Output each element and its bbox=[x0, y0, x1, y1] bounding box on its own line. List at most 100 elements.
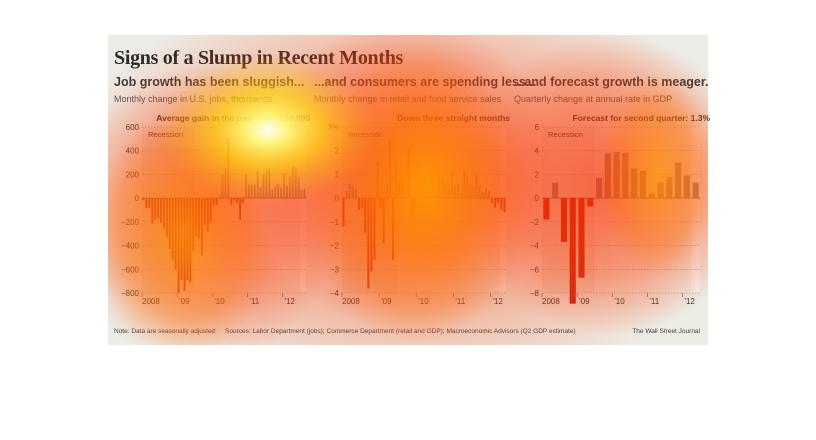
y-tick-label: −4 bbox=[330, 289, 340, 298]
bar bbox=[457, 183, 459, 199]
bar bbox=[587, 198, 594, 207]
bar bbox=[303, 188, 306, 199]
y-tick-label: 0 bbox=[335, 194, 340, 203]
bar bbox=[447, 183, 450, 199]
bar bbox=[438, 176, 441, 199]
footnote-note: Note: Data are seasonally adjusted bbox=[114, 328, 216, 335]
y-tick-label: 0 bbox=[535, 194, 540, 203]
bar bbox=[215, 198, 218, 206]
x-tick-label: '12 bbox=[684, 297, 695, 306]
bar bbox=[622, 153, 629, 199]
bar bbox=[494, 198, 497, 208]
bar bbox=[404, 188, 407, 199]
bar bbox=[569, 198, 576, 304]
bar bbox=[416, 191, 419, 199]
recent-shade bbox=[300, 127, 306, 293]
bar bbox=[441, 179, 444, 199]
bar bbox=[435, 183, 438, 199]
bar bbox=[543, 198, 550, 220]
recession-label: Recession bbox=[348, 130, 383, 139]
bar bbox=[466, 176, 469, 199]
bar bbox=[348, 183, 351, 199]
bar bbox=[379, 198, 382, 208]
x-tick-label: '10 bbox=[418, 297, 429, 306]
panel-note: Forecast for second quarter: 1.3% bbox=[573, 113, 710, 123]
x-tick-label: '11 bbox=[649, 297, 659, 306]
jobs-panel: Job growth has been sluggish... Monthly … bbox=[114, 75, 310, 306]
y-tick-label: −800 bbox=[121, 289, 140, 298]
panel-note: Average gain in the past year: 150,000 bbox=[156, 113, 310, 123]
bar bbox=[183, 198, 186, 291]
x-tick-label: '10 bbox=[214, 297, 225, 306]
bar bbox=[503, 198, 506, 213]
bar bbox=[206, 198, 209, 232]
y-tick-label: 2 bbox=[535, 170, 540, 179]
bar bbox=[560, 198, 568, 243]
graphic: Signs of a Slump in Recent Months Job gr… bbox=[108, 35, 710, 345]
bar bbox=[413, 198, 416, 210]
x-tick-label: '11 bbox=[455, 297, 465, 306]
bar bbox=[180, 198, 183, 280]
bar bbox=[552, 182, 559, 199]
forecast-shade bbox=[691, 127, 700, 293]
main-title: Signs of a Slump in Recent Months bbox=[114, 47, 404, 69]
y-tick-label: −4 bbox=[530, 242, 540, 251]
bar bbox=[398, 181, 401, 199]
y-tick-label: −2 bbox=[530, 218, 540, 227]
bar bbox=[385, 183, 388, 199]
bar bbox=[683, 175, 690, 199]
bar bbox=[500, 198, 503, 210]
panel-title: Job growth has been sluggish... bbox=[114, 75, 305, 89]
bar bbox=[218, 195, 221, 199]
bar bbox=[373, 198, 376, 260]
retail-panel: ...and consumers are spending less... Mo… bbox=[314, 75, 536, 306]
credit: The Wall Street Journal bbox=[632, 328, 700, 335]
bar bbox=[230, 198, 233, 206]
bar bbox=[239, 198, 242, 220]
bar bbox=[171, 198, 174, 260]
bar bbox=[450, 172, 453, 199]
bar bbox=[288, 176, 291, 199]
bar bbox=[342, 198, 345, 227]
note-text: Average gain in the past year: 150,000 bbox=[156, 113, 310, 123]
bar bbox=[631, 168, 638, 199]
bar bbox=[361, 198, 364, 208]
bar bbox=[345, 191, 348, 199]
bar bbox=[351, 186, 354, 199]
bar bbox=[204, 198, 206, 226]
bar bbox=[367, 198, 370, 289]
y-tick-label: 2 bbox=[335, 147, 340, 156]
x-tick-label: '11 bbox=[249, 297, 259, 306]
bar bbox=[286, 185, 288, 199]
bar bbox=[163, 198, 165, 229]
bar bbox=[259, 187, 262, 199]
bar bbox=[463, 169, 466, 199]
note-value: 1.3% bbox=[690, 113, 710, 123]
bar bbox=[460, 191, 463, 199]
bar bbox=[221, 174, 224, 199]
note-text: Down three straight months bbox=[397, 113, 510, 123]
bar bbox=[481, 191, 484, 199]
bar bbox=[256, 170, 259, 199]
bar bbox=[300, 189, 303, 199]
y-tick-label: 600 bbox=[126, 123, 140, 132]
bar bbox=[145, 198, 148, 209]
bar bbox=[376, 162, 379, 199]
bar bbox=[245, 174, 247, 199]
footnote: Note: Data are seasonally adjusted Sourc… bbox=[114, 328, 584, 335]
bar bbox=[277, 183, 280, 199]
bar bbox=[154, 198, 157, 221]
bar bbox=[419, 183, 422, 199]
bar bbox=[497, 198, 500, 203]
bar bbox=[426, 179, 429, 199]
bar bbox=[151, 198, 154, 224]
bar bbox=[233, 198, 236, 201]
y-tick-label: −600 bbox=[121, 265, 140, 274]
bar bbox=[370, 198, 373, 272]
bar bbox=[294, 168, 297, 199]
y-tick-label: −8 bbox=[530, 289, 540, 298]
x-tick-label: '12 bbox=[285, 297, 296, 306]
panel-subtitle: Monthly change in U.S. jobs, thousands bbox=[114, 94, 273, 104]
x-tick-label: 2008 bbox=[342, 297, 360, 306]
